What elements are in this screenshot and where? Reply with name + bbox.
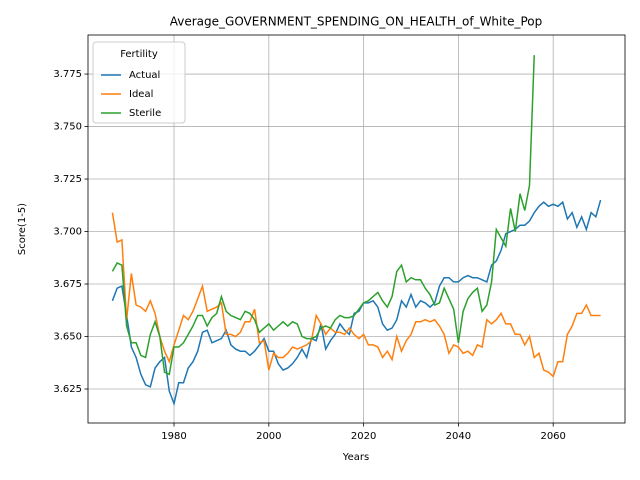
x-tick-label: 2020: [351, 431, 376, 442]
legend-label: Actual: [129, 70, 160, 81]
y-tick-label: 3.775: [53, 69, 82, 80]
legend-box: [92, 41, 186, 124]
y-tick-label: 3.625: [53, 384, 82, 395]
x-tick-label: 1980: [161, 431, 186, 442]
y-tick-label: 3.700: [53, 227, 82, 238]
chart-title: Average_GOVERNMENT_SPENDING_ON_HEALTH_of…: [170, 15, 542, 29]
legend-label: Sterile: [129, 108, 161, 119]
legend-label: Ideal: [129, 89, 153, 100]
legend-title: Fertility: [120, 49, 158, 60]
y-tick-label: 3.675: [53, 279, 82, 290]
y-axis-label: Score(1-5): [17, 203, 28, 255]
y-tick-label: 3.725: [53, 174, 82, 185]
x-tick-label: 2000: [256, 431, 281, 442]
y-tick-label: 3.750: [53, 122, 82, 133]
y-tick-label: 3.650: [53, 331, 82, 342]
x-tick-label: 2040: [446, 431, 471, 442]
line-series: [111, 199, 602, 407]
plot-frame: [87, 34, 626, 424]
x-axis-label: Years: [342, 452, 369, 463]
line-series: [111, 55, 535, 376]
line-series: [111, 212, 601, 378]
x-tick-label: 2060: [540, 431, 565, 442]
